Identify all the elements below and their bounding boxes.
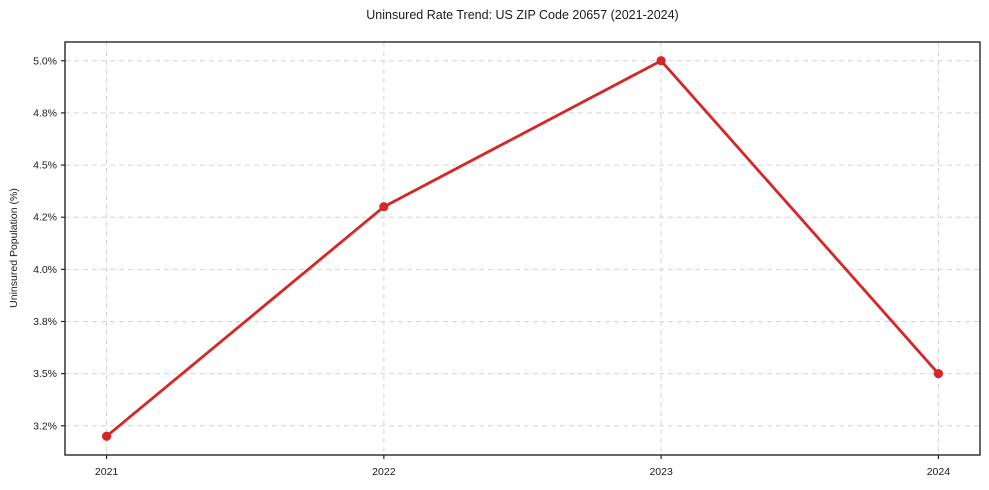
y-tick-label: 4.5% bbox=[33, 160, 57, 172]
data-point bbox=[933, 369, 944, 379]
y-tick-label: 3.5% bbox=[33, 368, 57, 380]
data-point bbox=[656, 56, 666, 66]
y-tick-label: 4.0% bbox=[33, 264, 57, 276]
y-tick-label: 3.8% bbox=[33, 316, 57, 328]
y-tick-label: 5.0% bbox=[33, 55, 57, 67]
y-tick-label: 4.8% bbox=[33, 107, 57, 119]
x-tick-label: 2023 bbox=[649, 466, 673, 478]
y-tick-label: 3.2% bbox=[33, 420, 57, 432]
data-line bbox=[105, 59, 940, 438]
x-tick-label: 2022 bbox=[372, 466, 396, 478]
x-tick-label: 2021 bbox=[95, 466, 119, 478]
data-point bbox=[101, 431, 112, 441]
data-point bbox=[379, 202, 389, 212]
x-tick-label: 2024 bbox=[927, 466, 951, 478]
chart-title: Uninsured Rate Trend: US ZIP Code 20657 … bbox=[366, 8, 679, 22]
y-tick-label: 4.2% bbox=[33, 212, 57, 224]
plot-border bbox=[64, 41, 981, 456]
